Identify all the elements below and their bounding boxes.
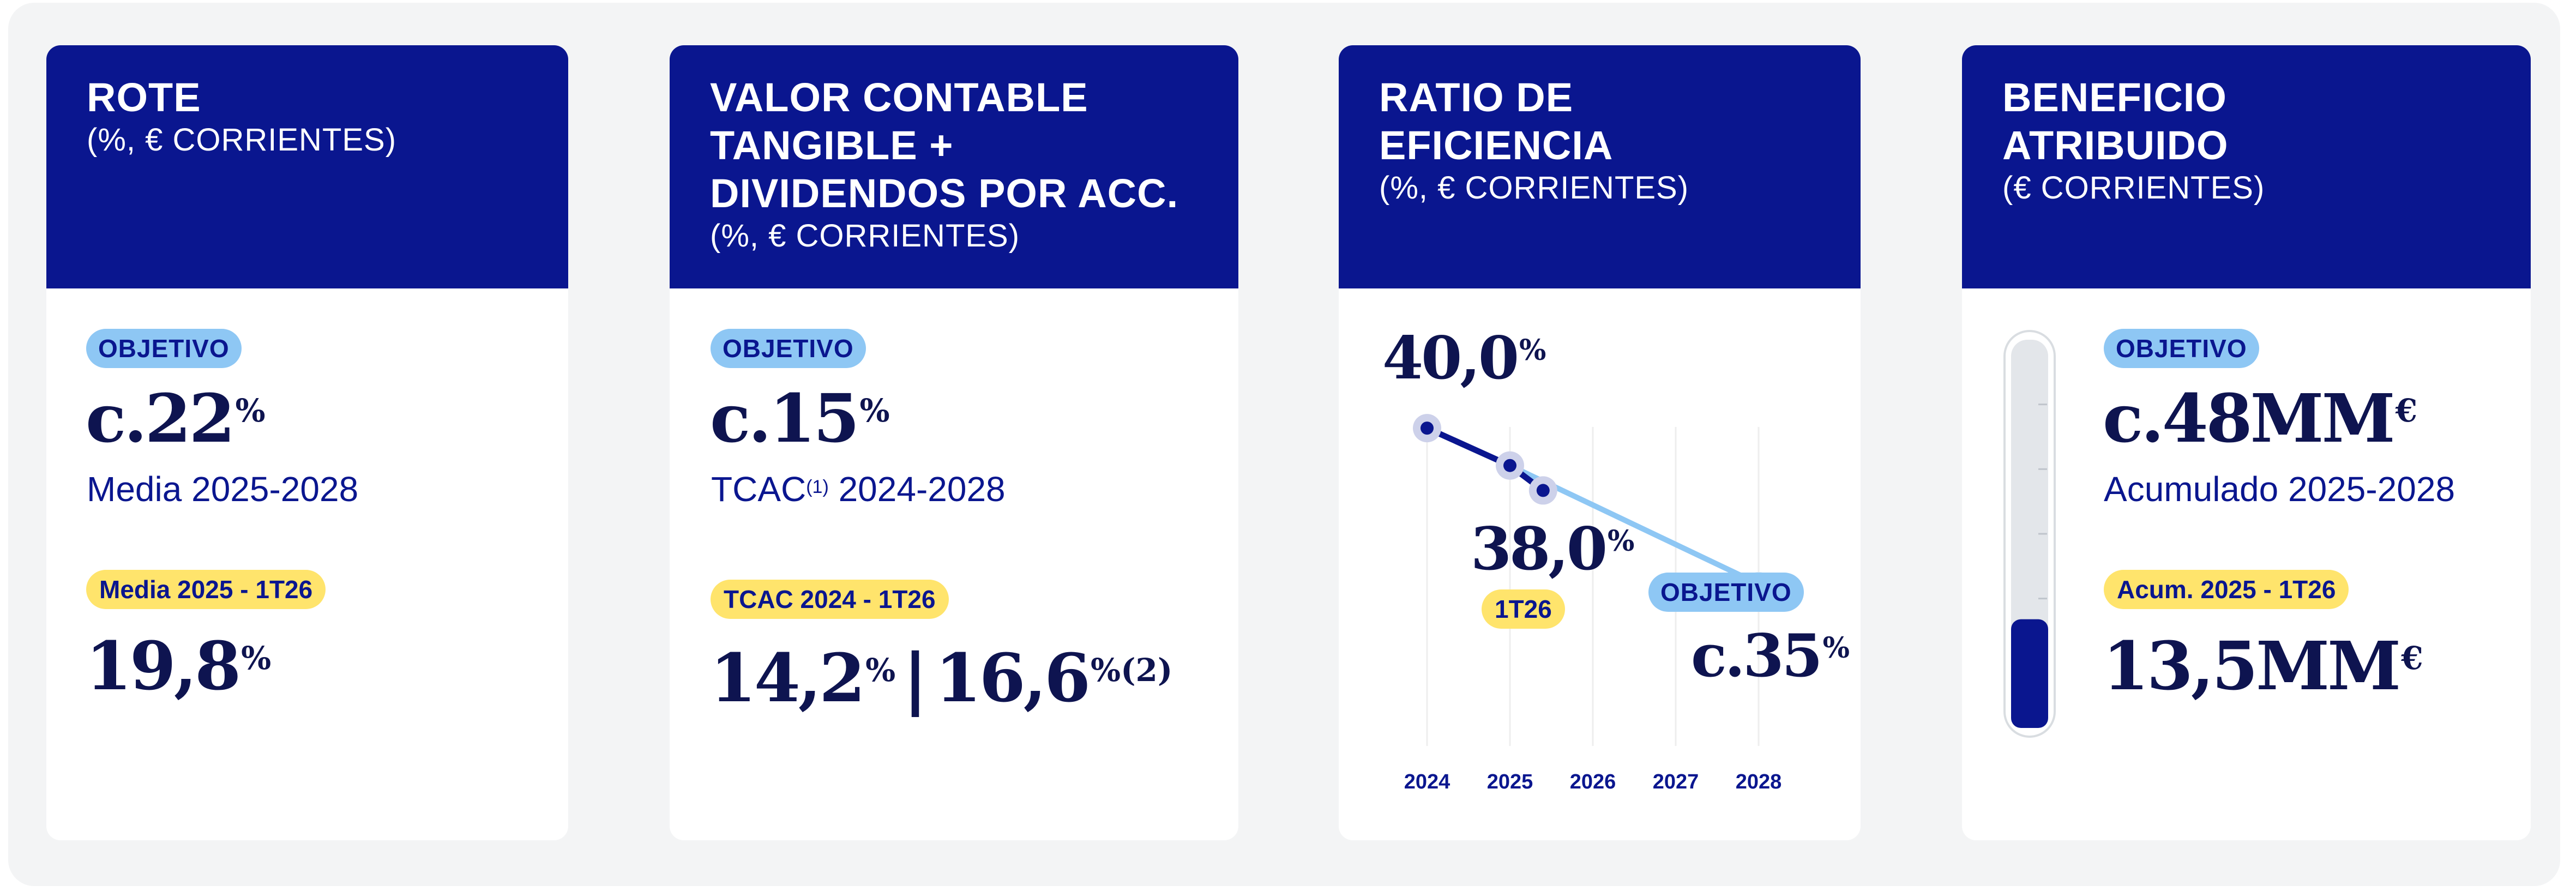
- actual-point: [1536, 484, 1550, 497]
- target-value-unit: %: [1822, 631, 1850, 665]
- progress-number-alt: 16,6: [935, 639, 1091, 717]
- card-title-line: ATRIBUIDO: [2002, 123, 2229, 168]
- target-badge: OBJETIVO: [711, 329, 866, 368]
- card-rote: ROTE (%, € CORRIENTES) OBJETIVO c.22% Me…: [46, 45, 568, 840]
- card-title: VALOR CONTABLE TANGIBLE + DIVIDENDOS POR…: [710, 74, 1178, 218]
- x-tick-label: 2026: [1570, 770, 1616, 793]
- progress-thermometer: [2003, 330, 2056, 738]
- card-title-line: VALOR CONTABLE: [710, 75, 1088, 120]
- x-tick-label: 2025: [1487, 770, 1533, 793]
- progress-unit: %: [865, 652, 896, 689]
- card-header: BENEFICIO ATRIBUIDO (€ CORRIENTES): [1962, 45, 2531, 288]
- progress-value: 19,8%: [86, 628, 271, 704]
- card-title: RATIO DE EFICIENCIA: [1379, 74, 1613, 170]
- target-value-label: c.35%: [1691, 623, 1850, 689]
- footnote-marker: (1): [806, 477, 829, 497]
- card-title-line: RATIO DE: [1379, 75, 1574, 120]
- target-desc-prefix: TCAC: [711, 469, 806, 509]
- target-value: c.48MM€: [2103, 380, 2417, 456]
- target-badge: OBJETIVO: [86, 329, 242, 368]
- card-title: BENEFICIO ATRIBUIDO: [2002, 74, 2229, 170]
- progress-badge: Media 2025 - 1T26: [86, 570, 326, 609]
- card-title-line: EFICIENCIA: [1379, 123, 1614, 168]
- progress-badge: Acum. 2025 - 1T26: [2104, 570, 2349, 609]
- progress-unit: %: [241, 640, 272, 677]
- card-tangible-book-value: VALOR CONTABLE TANGIBLE + DIVIDENDOS POR…: [670, 45, 1238, 840]
- start-value-label: 40,0%: [1382, 326, 1546, 391]
- card-subtitle: (%, € CORRIENTES): [87, 122, 397, 158]
- current-value-label: 38,0%: [1471, 516, 1634, 582]
- target-unit: €: [2395, 392, 2417, 429]
- progress-number: 13,5MM: [2103, 627, 2401, 705]
- progress-number: 14,2: [710, 639, 865, 717]
- actual-point: [1421, 422, 1434, 435]
- target-badge: OBJETIVO: [2104, 329, 2259, 368]
- target-value: c.22%: [86, 380, 266, 456]
- card-title-line: TANGIBLE +: [710, 123, 954, 168]
- x-tick-label: 2027: [1653, 770, 1699, 793]
- target-description: Acumulado 2025-2028: [2104, 469, 2455, 509]
- progress-badge: TCAC 2024 - 1T26: [711, 580, 949, 619]
- target-description: TCAC(1) 2024-2028: [711, 468, 1006, 510]
- target-number: c.22: [86, 379, 236, 457]
- card-efficiency-ratio: RATIO DE EFICIENCIA (%, € CORRIENTES) 20…: [1339, 45, 1861, 840]
- target-badge: OBJETIVO: [1648, 573, 1804, 612]
- card-subtitle: (€ CORRIENTES): [2002, 170, 2265, 206]
- target-description: Media 2025-2028: [87, 469, 359, 509]
- target-number: c.15: [710, 379, 860, 457]
- target-value-number: c.35: [1691, 622, 1823, 690]
- current-value-number: 38,0: [1471, 515, 1608, 583]
- target-desc-suffix: 2024-2028: [828, 469, 1006, 509]
- actual-point: [1503, 459, 1516, 472]
- target-unit: %: [235, 392, 266, 429]
- start-value-number: 40,0: [1382, 324, 1519, 393]
- current-value-unit: %: [1608, 525, 1635, 558]
- card-attributable-profit: BENEFICIO ATRIBUIDO (€ CORRIENTES) OBJET…: [1962, 45, 2531, 840]
- card-subtitle: (%, € CORRIENTES): [710, 218, 1020, 254]
- progress-value: 13,5MM€: [2103, 628, 2423, 704]
- card-header: RATIO DE EFICIENCIA (%, € CORRIENTES): [1339, 45, 1861, 288]
- card-title: ROTE: [87, 74, 201, 122]
- target-number: c.48MM: [2103, 379, 2396, 457]
- value-separator: |: [903, 640, 928, 717]
- card-title-line: DIVIDENDOS POR ACC.: [710, 171, 1179, 216]
- efficiency-chart: 2024 2025 2026 2027 2028: [1404, 414, 1782, 793]
- actual-series-line: [1424, 425, 1546, 493]
- card-title-line: ROTE: [87, 75, 201, 120]
- thermometer-fill: [2011, 619, 2048, 728]
- card-header: ROTE (%, € CORRIENTES): [46, 45, 568, 288]
- progress-unit: €: [2401, 640, 2423, 677]
- progress-unit-alt: %(2): [1090, 652, 1173, 689]
- card-subtitle: (%, € CORRIENTES): [1379, 170, 1689, 206]
- current-period-badge: 1T26: [1482, 589, 1565, 629]
- progress-number: 19,8: [86, 627, 241, 705]
- target-unit: %: [859, 392, 890, 429]
- progress-value: 14,2% | 16,6%(2): [710, 640, 1172, 717]
- target-value: c.15%: [710, 380, 890, 456]
- card-header: VALOR CONTABLE TANGIBLE + DIVIDENDOS POR…: [670, 45, 1238, 288]
- x-tick-label: 2028: [1736, 770, 1782, 793]
- x-tick-label: 2024: [1404, 770, 1450, 793]
- start-value-unit: %: [1519, 334, 1546, 367]
- card-title-line: BENEFICIO: [2002, 75, 2227, 120]
